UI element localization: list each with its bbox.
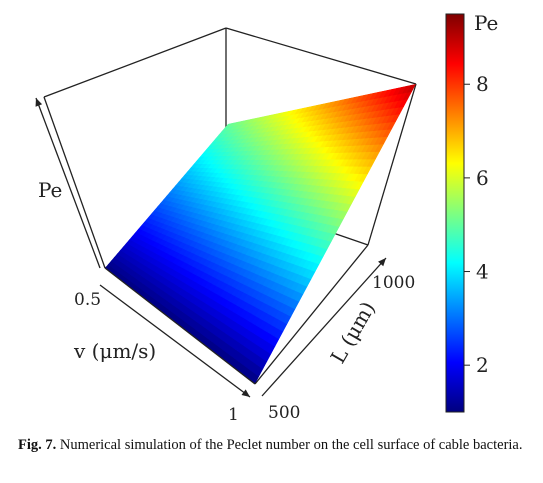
axes-box-edge	[43, 27, 227, 98]
x-tick-label: 0.5	[74, 290, 101, 310]
x-axis-label: v (μm/s)	[73, 339, 156, 363]
colorbar-ticks: 2 4 6 8	[464, 72, 489, 377]
colorbar-tick-label: 2	[476, 353, 489, 377]
colorbar-tick-label: 6	[476, 166, 489, 190]
axes-box-edge	[225, 27, 417, 85]
y-tick-label: 500	[268, 403, 300, 423]
y-tick-label: 1000	[372, 273, 415, 293]
axes-box-edge	[254, 244, 369, 385]
x-axis-arrow	[99, 284, 251, 398]
z-axis-arrow	[35, 97, 101, 269]
y-axis-label: L (μm)	[326, 297, 380, 367]
y-axis-arrow	[261, 257, 387, 397]
caption-label: Fig. 7.	[18, 437, 57, 453]
axes-box-edge	[104, 267, 256, 385]
surface-patch	[406, 84, 416, 93]
x-tick-label: 1	[228, 405, 239, 425]
figure-caption: Fig. 7. Numerical simulation of the Pecl…	[18, 436, 528, 454]
axes-box-front	[104, 244, 369, 385]
colorbar: Pe 2 4 6 8	[445, 11, 498, 413]
z-axis-label: Pe	[38, 178, 62, 202]
caption-text: Numerical simulation of the Peclet numbe…	[59, 437, 523, 453]
colorbar-bar	[445, 13, 465, 413]
axis-arrows	[35, 97, 387, 398]
colorbar-tick-label: 4	[476, 260, 489, 284]
colorbar-title: Pe	[474, 11, 498, 35]
axes-box-edge	[43, 96, 106, 269]
axes-box-edge	[367, 83, 417, 246]
colorbar-tick-label: 8	[476, 72, 489, 96]
surface-plot	[105, 84, 416, 384]
